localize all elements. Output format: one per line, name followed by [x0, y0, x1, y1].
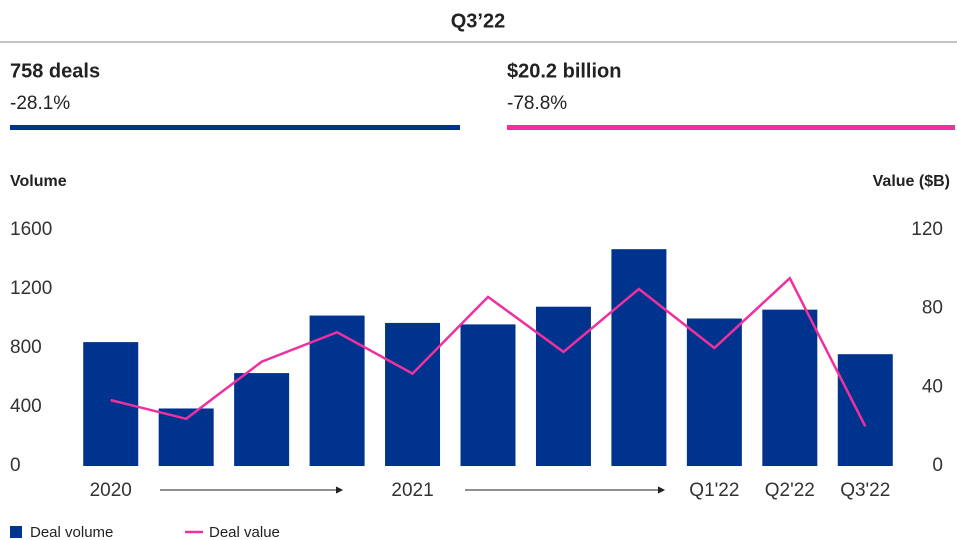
legend-label: Deal value — [209, 524, 280, 540]
bar — [762, 309, 818, 466]
kpi-change: -28.1% — [10, 93, 70, 114]
bar — [837, 354, 893, 466]
timeline-arrows — [160, 486, 666, 494]
legend-label: Deal volume — [30, 524, 113, 540]
x-tick-label: 2020 — [90, 480, 132, 501]
kpi-label: 758 deals — [10, 60, 100, 82]
bar — [535, 306, 591, 466]
legend-swatch — [10, 526, 22, 538]
x-tick-label: 2021 — [391, 480, 433, 501]
y-tick-label: 800 — [10, 337, 42, 358]
bar — [385, 322, 441, 466]
x-tick-label: Q1'22 — [689, 480, 739, 501]
x-tick-label: Q2'22 — [765, 480, 815, 501]
bar — [234, 373, 290, 466]
bar — [611, 249, 667, 466]
kpi-change: -78.8% — [507, 93, 567, 114]
y-tick-label: 1200 — [10, 278, 52, 299]
bar — [460, 324, 516, 466]
y2-tick-label: 0 — [932, 455, 943, 476]
y-tick-label: 400 — [10, 396, 42, 417]
kpi-underline — [507, 125, 955, 130]
kpi-label: $20.2 billion — [507, 60, 621, 82]
kpi-underline — [10, 125, 460, 130]
y-tick-label: 1600 — [10, 219, 52, 240]
x-tick-label: Q3'22 — [840, 480, 890, 501]
bar — [158, 408, 214, 466]
bar — [309, 315, 365, 466]
y2-tick-label: 80 — [922, 298, 943, 319]
line — [110, 276, 867, 427]
bar — [686, 318, 742, 466]
y2-axis-title: Value ($B) — [873, 173, 950, 190]
y2-tick-label: 120 — [911, 219, 943, 240]
chart-title: Q3’22 — [451, 10, 505, 32]
y2-tick-label: 40 — [922, 376, 943, 397]
y-tick-label: 0 — [10, 455, 21, 476]
y-axis-title: Volume — [10, 173, 67, 190]
